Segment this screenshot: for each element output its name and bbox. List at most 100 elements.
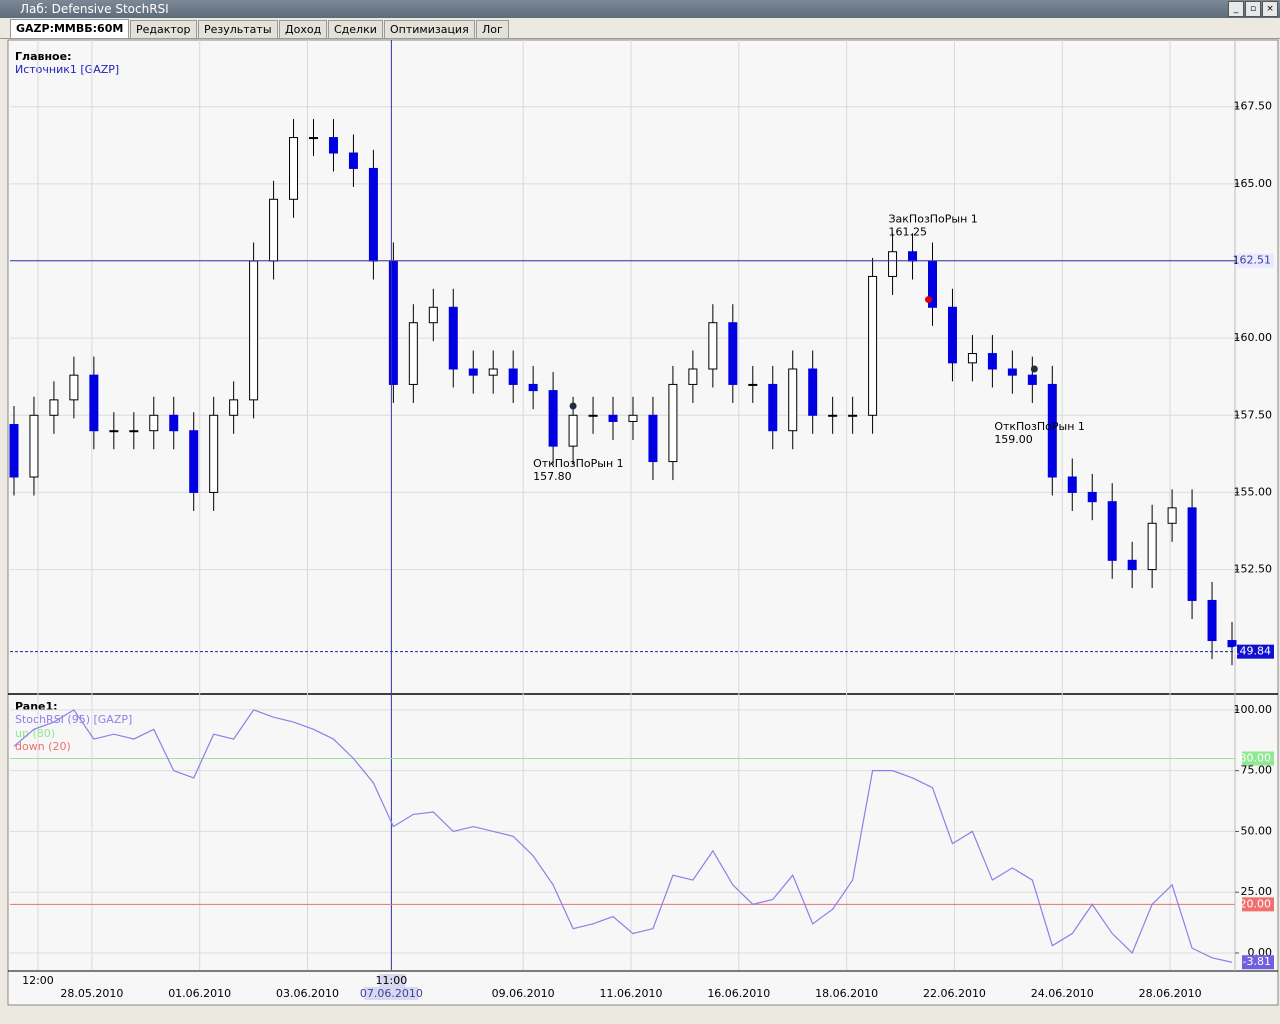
candle-body: [348, 152, 358, 169]
y-tick-label: 75.00: [1241, 764, 1273, 777]
tab[interactable]: Доход: [279, 20, 328, 38]
annotation-price: 157.80: [533, 470, 572, 483]
candle-body: [1127, 559, 1137, 571]
candle-body: [748, 383, 758, 386]
candle-body: [947, 306, 957, 364]
last-value-label-box: [1242, 955, 1274, 970]
candle-body: [249, 260, 259, 401]
candle-body: [488, 368, 498, 376]
x-tick-label: 01.06.2010: [168, 987, 231, 1000]
candle-body: [728, 322, 738, 385]
candle-body: [908, 251, 918, 262]
candle-body: [289, 137, 299, 200]
y-tick-label: 160.00: [1234, 331, 1273, 344]
tab-bar: GAZP:ММВБ:60M Редактор Результаты Доход Сдел…: [0, 18, 1280, 39]
annotation-price: 161.25: [889, 226, 928, 239]
trade-marker: [925, 296, 933, 304]
level-label: 20.00: [1240, 897, 1272, 910]
last-price-label-box: [1237, 644, 1274, 659]
tab[interactable]: Редактор: [130, 20, 197, 38]
last-price-label: 149.84: [1233, 645, 1272, 658]
window-title: Лаб: Defensive StochRSI: [20, 2, 169, 16]
restore-button[interactable]: ▫: [1245, 1, 1261, 17]
level-label-box: [1242, 897, 1274, 912]
candle-body: [309, 137, 319, 140]
x-tick-label: 18.06.2010: [815, 987, 878, 1000]
annotation-label: ОткПозПоРын 1: [533, 457, 624, 470]
crosshair-time: 11:00: [376, 974, 408, 987]
candle-body: [169, 414, 179, 432]
candle-body: [69, 374, 79, 401]
legend-entry: down (20): [15, 740, 71, 753]
candle-body: [788, 368, 798, 432]
trade-marker: [1030, 365, 1038, 373]
candle-body: [1007, 368, 1017, 376]
annotation-price: 159.00: [994, 433, 1033, 446]
tab[interactable]: Лог: [476, 20, 509, 38]
y-tick-label: 155.00: [1234, 485, 1273, 498]
crosshair-time-box: [379, 974, 406, 987]
y-tick-label: 100.00: [1234, 703, 1273, 716]
candle-body: [328, 137, 338, 154]
y-tick-label: 157.50: [1234, 408, 1273, 421]
x-tick-label: 11.06.2010: [599, 987, 662, 1000]
candle-body: [428, 306, 438, 324]
candle-body: [568, 414, 578, 447]
candle-body: [768, 383, 778, 432]
pane-title: Главное:: [15, 50, 71, 63]
pane-legend: Источник1 [GAZP]: [15, 63, 119, 76]
candle-body: [149, 414, 159, 432]
candle-body: [1027, 374, 1037, 385]
minimize-button[interactable]: _: [1228, 1, 1244, 17]
x-tick-label: 16.06.2010: [707, 987, 770, 1000]
candle-body: [408, 322, 418, 385]
candle-body: [967, 353, 977, 364]
trade-marker: [569, 402, 577, 410]
x-tick-label: 03.06.2010: [276, 987, 339, 1000]
candle-body: [987, 353, 997, 370]
candle-body: [49, 399, 59, 416]
candle-body: [1087, 491, 1097, 503]
candle-body: [1107, 501, 1117, 561]
tab[interactable]: Оптимизация: [384, 20, 475, 38]
candle-body: [129, 430, 139, 433]
y-tick-label: 50.00: [1241, 824, 1273, 837]
close-button[interactable]: ×: [1262, 1, 1278, 17]
y-tick-label: 25.00: [1241, 885, 1273, 898]
x-tick-label: 28.06.2010: [1139, 987, 1202, 1000]
candle-body: [1067, 476, 1077, 493]
candle-body: [1047, 383, 1057, 478]
x-tick-label: 09.06.2010: [492, 987, 555, 1000]
chart-frame: [7, 39, 1279, 1006]
y-tick-label: 167.50: [1234, 100, 1273, 113]
candle-body: [668, 383, 678, 463]
candle-body: [89, 374, 99, 432]
candle-body: [209, 414, 219, 493]
candle-body: [628, 414, 638, 422]
last-value-label: -3.81: [1243, 955, 1271, 968]
tab[interactable]: GAZP:ММВБ:60M: [10, 19, 130, 38]
x-tick-label: 22.06.2010: [923, 987, 986, 1000]
candle-body: [368, 167, 378, 262]
x-tick-label: 24.06.2010: [1031, 987, 1094, 1000]
level-label-box: [1242, 751, 1274, 766]
candle-body: [648, 414, 658, 463]
tab[interactable]: Результаты: [198, 20, 278, 38]
candle-body: [588, 414, 598, 417]
candle-body: [688, 368, 698, 385]
candle-body: [1167, 507, 1177, 524]
candle-body: [708, 322, 718, 370]
tab[interactable]: Сделки: [328, 20, 383, 38]
level-label: 80.00: [1240, 752, 1272, 765]
y-tick-label: 152.50: [1234, 563, 1273, 576]
candle-body: [388, 260, 398, 385]
candle-body: [9, 424, 19, 478]
candle-body: [229, 399, 239, 416]
crosshair-price-label: 162.51: [1233, 254, 1272, 267]
candle-body: [548, 390, 558, 447]
candle-body: [1147, 522, 1157, 571]
candle-body: [29, 414, 39, 478]
legend-entry: StochRSI (95) [GAZP]: [15, 713, 132, 726]
